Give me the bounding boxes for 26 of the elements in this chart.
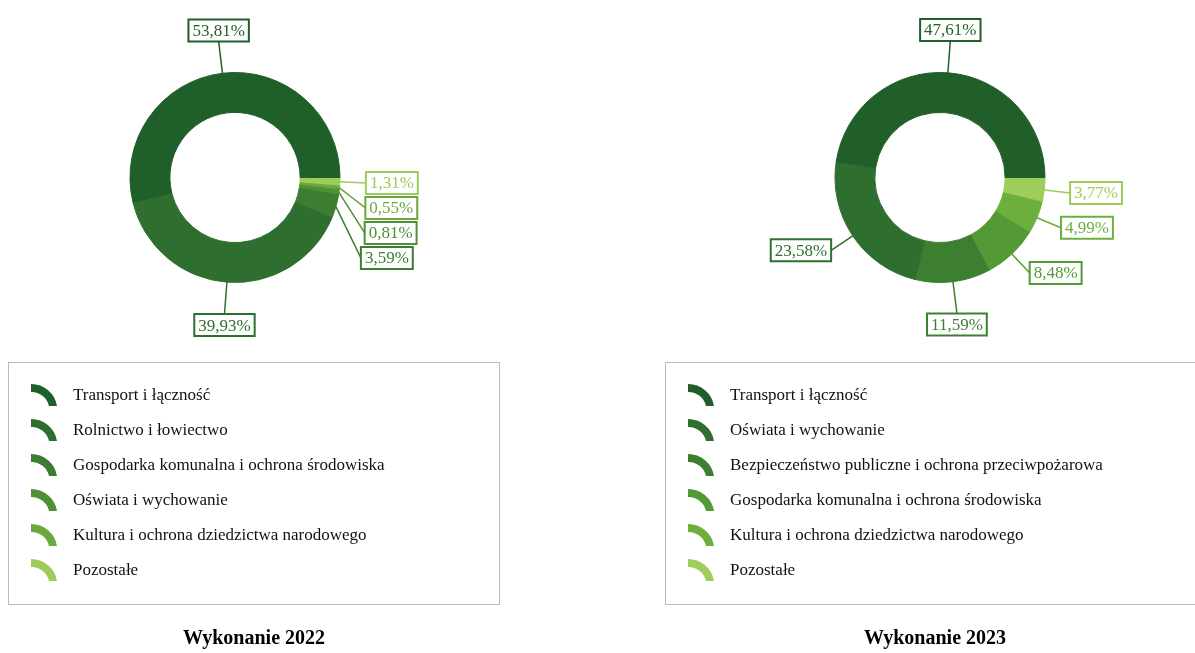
data-label: 11,59% [931, 314, 983, 334]
data-label: 47,61% [924, 20, 977, 40]
legend-label: Gospodarka komunalna i ochrona środowiska [730, 489, 1042, 510]
legend-label: Kultura i ochrona dziedzictwa narodowego [73, 524, 367, 545]
legend-label: Pozostałe [730, 559, 796, 580]
data-label: 0,55% [369, 198, 414, 218]
legend-label: Transport i łączność [730, 384, 868, 405]
legend-label: Gospodarka komunalna i ochrona środowiska [73, 454, 385, 475]
data-label: 8,48% [1033, 263, 1078, 283]
legend-label: Oświata i wychowanie [73, 489, 228, 510]
data-label: 3,59% [364, 248, 409, 268]
data-label: 0,81% [368, 223, 413, 243]
legend-label: Kultura i ochrona dziedzictwa narodowego [730, 524, 1024, 545]
legend-label: Rolnictwo i łowiectwo [73, 419, 228, 440]
data-label: 53,81% [192, 20, 245, 40]
data-label: 39,93% [198, 315, 251, 335]
data-label: 23,58% [774, 240, 828, 260]
legend-label: Transport i łączność [73, 384, 211, 405]
text: Wykonanie 2023 [862, 626, 1008, 649]
legend-label: Oświata i wychowanie [730, 419, 885, 440]
legend-label: Pozostałe [73, 559, 139, 580]
data-label: 3,77% [1074, 183, 1118, 203]
legend-label: Bezpieczeństwo publiczne i ochrona przeciwpożarowa [730, 454, 1103, 475]
text: Wykonanie 2022 [181, 626, 327, 649]
data-label: 4,99% [1064, 218, 1109, 238]
data-label: 1,31% [369, 173, 414, 193]
